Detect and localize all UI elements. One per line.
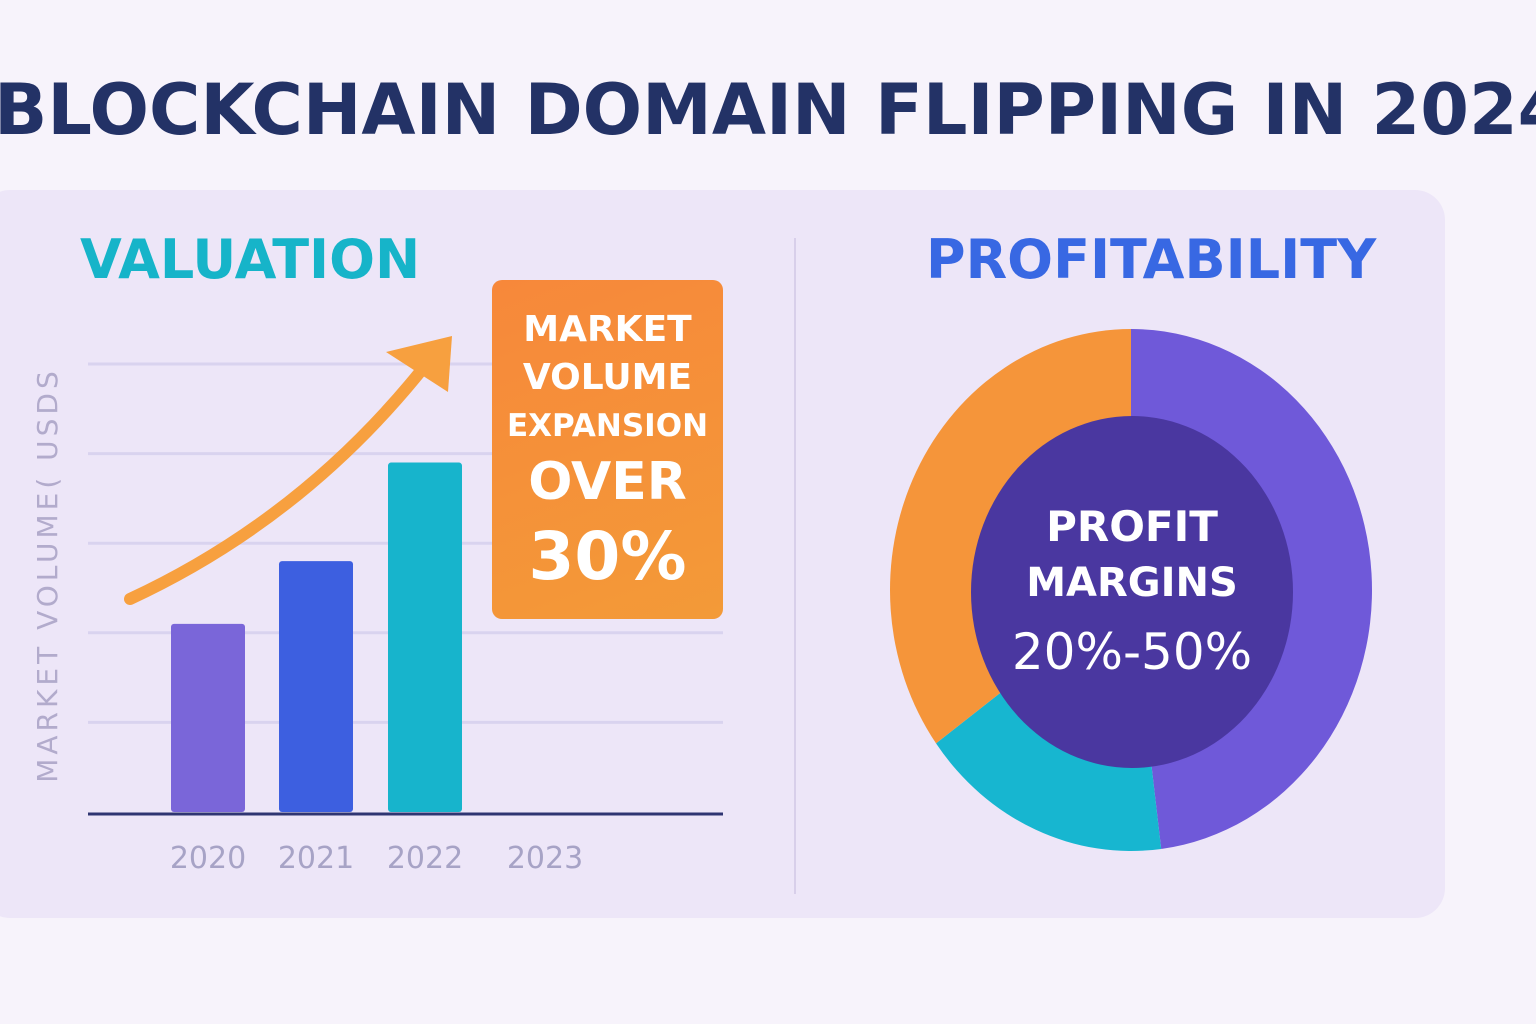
bar-2020 [171, 623, 245, 812]
x-tick-2023: 2023 [507, 841, 583, 876]
center-line-1: PROFIT [1046, 502, 1218, 551]
callout-line-5: 30% [528, 518, 687, 595]
x-tick-2021: 2021 [278, 841, 354, 876]
page-title: BLOCKCHAIN DOMAIN FLIPPING IN 2024 [0, 69, 1536, 151]
trend-arrow-icon [124, 366, 426, 605]
x-tick-labels: 2020 2021 2022 2023 [170, 841, 583, 876]
trend-arrow-head-icon [386, 336, 452, 392]
x-tick-2022: 2022 [387, 841, 463, 876]
callout-line-1: MARKET [523, 309, 692, 350]
center-line-3: 20%-50% [1011, 623, 1253, 681]
bar-2022 [388, 462, 462, 812]
center-line-2: MARGINS [1026, 560, 1238, 606]
x-tick-2020: 2020 [170, 841, 246, 876]
callout-line-2: VOLUME [522, 357, 693, 398]
callout-line-4: OVER [528, 452, 687, 512]
valuation-heading: VALUATION [80, 228, 421, 291]
donut-center: PROFIT MARGINS 20%-50% [971, 416, 1293, 768]
section-divider [794, 238, 796, 894]
bars [171, 462, 462, 812]
callout-line-3: EXPANSION [506, 408, 709, 444]
profitability-heading: PROFITABILITY [926, 228, 1377, 291]
bar-2021 [279, 561, 353, 812]
market-volume-callout: MARKET VOLUME EXPANSION OVER 30% [492, 280, 723, 619]
